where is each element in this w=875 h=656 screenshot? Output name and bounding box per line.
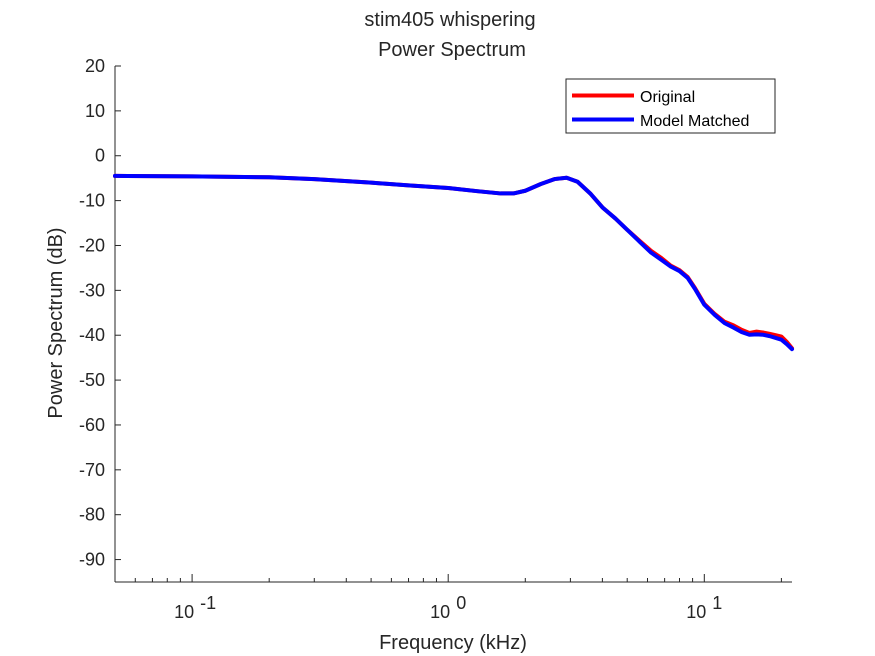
series-line-model-matched <box>113 173 794 352</box>
y-tick-label: -10 <box>79 191 105 211</box>
y-tick-label: 20 <box>85 56 105 76</box>
x-axis-label: Frequency (kHz) <box>379 632 527 654</box>
y-tick-label: -20 <box>79 235 105 255</box>
y-tick-label: -50 <box>79 370 105 390</box>
y-tick-label: 0 <box>95 146 105 166</box>
x-tick-exponent: -1 <box>200 593 216 613</box>
legend-box <box>565 78 776 134</box>
x-tick-label: 10 <box>430 602 450 622</box>
y-tick-label: -70 <box>79 460 105 480</box>
y-tick-label: -90 <box>79 550 105 570</box>
x-tick-label: 10 <box>686 602 706 622</box>
y-tick-label: -30 <box>79 280 105 300</box>
chart-title-line-2: Power Spectrum <box>378 39 526 61</box>
legend: Original Model Matched <box>565 78 776 134</box>
chart-title-line-1: stim405 whispering <box>364 9 535 31</box>
y-tick-label: -40 <box>79 325 105 345</box>
y-tick-label: -60 <box>79 415 105 435</box>
legend-label-model-matched: Model Matched <box>640 113 749 130</box>
data-lines <box>113 173 794 352</box>
legend-label-original: Original <box>640 89 695 106</box>
x-tick-exponent: 1 <box>712 593 722 613</box>
y-tick-label: 10 <box>85 101 105 121</box>
y-tick-label: -80 <box>79 505 105 525</box>
x-tick-exponent: 0 <box>456 593 466 613</box>
y-axis-label: Power Spectrum (dB) <box>45 227 67 418</box>
x-tick-label: 10 <box>174 602 194 622</box>
